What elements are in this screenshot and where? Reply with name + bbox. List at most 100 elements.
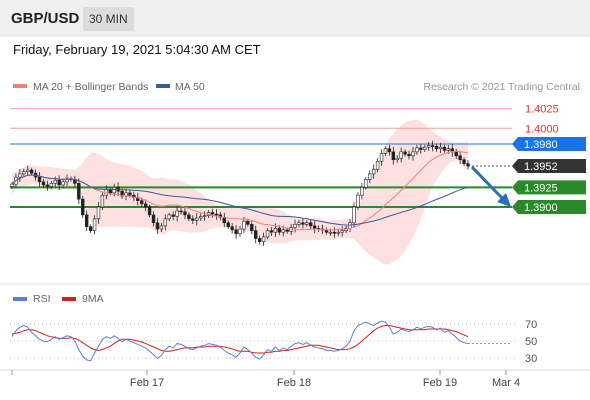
candle-body [112, 187, 116, 194]
candle-body [368, 173, 372, 180]
candle-body [214, 213, 219, 216]
candle-body [352, 206, 356, 224]
legend-ma50-swatch [156, 84, 170, 88]
candle-body [344, 227, 348, 231]
level-label: 1.3952 [524, 161, 558, 173]
candle-body [183, 211, 187, 216]
timeframe-badge[interactable]: 30 MIN [83, 7, 134, 31]
candle-body [167, 214, 171, 220]
candle-body [257, 238, 262, 242]
candle-body [411, 151, 415, 157]
level-labels: 1.4025 1.4000 1.3980 1.3952 1.3925 1.3900 [512, 104, 586, 214]
candle-body [238, 228, 242, 235]
legend-rsi-label: RSI [33, 293, 51, 305]
bollinger-band-area [12, 120, 468, 265]
candle-body [179, 210, 183, 213]
candle-body [191, 218, 195, 221]
candle-body [442, 146, 447, 151]
candle-body [269, 230, 274, 233]
support-tag [512, 200, 586, 214]
candle-body [61, 181, 65, 186]
legend-rsi: RSI 9MA [13, 293, 104, 305]
candle-body [77, 183, 81, 200]
candle-body [446, 148, 451, 151]
x-tick-label: Feb 17 [130, 377, 164, 389]
candle-body [281, 229, 285, 233]
support-tag [512, 180, 586, 195]
candle-body [57, 179, 61, 186]
candle-body [140, 200, 144, 205]
candle-body [29, 169, 34, 174]
rsi-panel: 70 50 30 [10, 319, 537, 365]
candle-body [356, 194, 360, 208]
timestamp: Friday, February 19, 2021 5:04:30 AM CET [13, 42, 261, 57]
candle-body [175, 210, 179, 217]
candle-body [246, 220, 250, 225]
pivot-tag [512, 137, 586, 151]
candle-body [151, 214, 156, 224]
candle-body [88, 226, 93, 231]
candle-body [328, 231, 333, 234]
candle-body [210, 212, 215, 215]
candle-body [65, 178, 69, 183]
candle-body [265, 230, 270, 238]
candle-body [434, 146, 439, 150]
header-bar: GBP/USD 30 MIN [0, 0, 590, 37]
candle-body [120, 190, 124, 197]
x-axis: Feb 17 Feb 18 Feb 19 Mar 4 [11, 370, 520, 389]
candle-body [458, 155, 462, 161]
candle-body [242, 220, 246, 230]
rsi-9ma-line [11, 325, 469, 354]
candle-body [250, 224, 254, 231]
candle-body [293, 224, 297, 228]
candle-body [305, 222, 309, 225]
candle-body [364, 179, 368, 188]
candle-body [100, 194, 105, 208]
candle-body [230, 226, 234, 231]
x-tick-label: Feb 19 [423, 377, 457, 389]
symbol-label: GBP/USD [11, 10, 80, 27]
candle-body [466, 163, 470, 167]
x-tick-label: Feb 18 [277, 377, 311, 389]
legend-rsi-swatch [13, 297, 27, 301]
candle-body [395, 157, 399, 161]
candle-body [383, 148, 388, 154]
level-label: 1.3925 [524, 182, 558, 194]
candle-body [332, 231, 337, 234]
candle-body [430, 145, 435, 147]
candle-body [309, 222, 313, 227]
bollinger-bands [12, 120, 468, 265]
forecast-arrow [470, 166, 511, 207]
candle-body [301, 222, 305, 225]
candle-body [261, 236, 266, 242]
current-tag [512, 159, 586, 174]
arrow-head [497, 193, 511, 207]
copyright-text: Research © 2021 Trading Central [423, 81, 580, 93]
candle-body [391, 151, 396, 161]
rsi-tick-label: 70 [525, 319, 537, 331]
candle-body [399, 151, 403, 159]
candle-body [202, 215, 207, 217]
rsi-line [11, 320, 469, 362]
candle-body [273, 227, 278, 233]
candle-body [22, 171, 26, 175]
legend-main: MA 20 + Bollinger Bands MA 50 Research ©… [13, 81, 580, 93]
candle-body [26, 169, 30, 172]
candle-body [462, 159, 466, 164]
rsi-tick-label: 50 [525, 336, 537, 348]
candle-body [147, 206, 152, 216]
legend-ma20-label: MA 20 + Bollinger Bands [33, 81, 148, 93]
candle-body [41, 181, 46, 186]
candle-body [375, 161, 380, 170]
legend-ma50-label: MA 50 [175, 81, 205, 93]
candle-body [45, 184, 50, 187]
candle-body [159, 225, 164, 230]
candle-body [53, 179, 57, 184]
x-tick-label: Mar 4 [492, 377, 520, 389]
legend-9ma-label: 9MA [82, 293, 104, 305]
level-label: 1.4000 [525, 123, 559, 135]
candle-body [371, 168, 376, 175]
candle-body [143, 203, 148, 208]
candle-body [195, 217, 199, 221]
candle-body [426, 145, 431, 148]
